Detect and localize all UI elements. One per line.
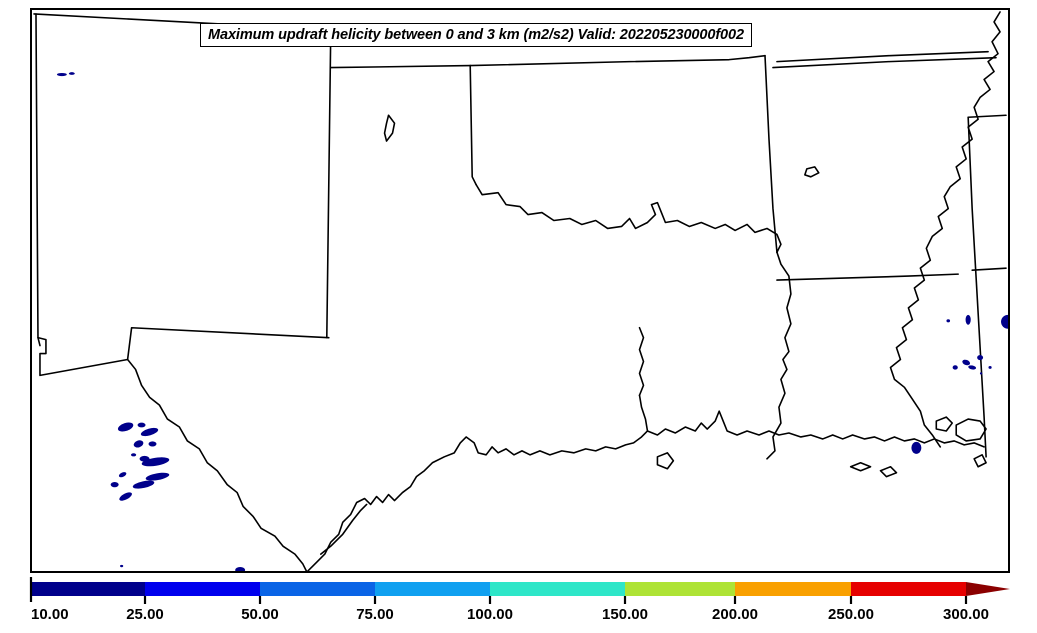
colorbar-label-200: 200.00: [712, 606, 758, 623]
colorbar-label-75: 75.00: [356, 606, 394, 623]
boundary-arkansas-louisiana: [776, 273, 960, 281]
state-boundaries: [33, 11, 1007, 571]
colorbar-band-200-250: [735, 582, 851, 596]
boundary-rio-grande: [126, 358, 308, 571]
coastline-louisiana-delta: [646, 410, 985, 448]
colorbar-label-150: 150.00: [602, 606, 648, 623]
coastline-barrier-isles-1: [849, 461, 872, 472]
feature-arkansas-lake: [804, 166, 820, 178]
map-title-text: Maximum updraft helicity between 0 and 3…: [208, 27, 744, 43]
colorbar-band-25-50: [145, 582, 260, 596]
colorbar-band-75-100: [375, 582, 490, 596]
boundary-mississippi-river: [889, 11, 1001, 448]
colorbar-band-10-25: [30, 582, 145, 596]
boundary-tennessee-mississippi: [967, 114, 1007, 119]
colorbar-extend-arrow: [966, 582, 1010, 596]
colorbar-label-250: 250.00: [828, 606, 874, 623]
colorbar-label-100: 100.00: [467, 606, 513, 623]
boundary-texas-louisiana: [766, 251, 792, 460]
colorbar-label-300: 300.00: [943, 606, 989, 623]
colorbar-bands: [30, 582, 1010, 596]
coastline-lake-maurepas: [935, 416, 954, 432]
colorbar-label-50: 50.00: [241, 606, 279, 623]
coastline-texas-gulf: [306, 394, 649, 571]
boundary-arkansas-north: [772, 56, 997, 69]
boundary-red-river-oklahoma-texas: [475, 183, 782, 254]
boundary-mississippi-alabama: [967, 116, 987, 458]
map-canvas[interactable]: [32, 10, 1008, 571]
boundary-texas-panhandle-east: [469, 64, 477, 186]
boundary-oklahoma-north: [469, 54, 766, 67]
colorbar-label-10: 10.00: [31, 606, 69, 623]
colorbar-tick-labels: 10.00 25.00 50.00 75.00 100.00 150.00 20…: [31, 606, 989, 623]
contour-group-west-texas: [110, 422, 170, 501]
coastline-lake-pontchartrain: [955, 418, 987, 442]
boundary-new-mexico-west: [35, 13, 41, 347]
contour-group-south-louisiana: [911, 441, 922, 454]
colorbar-band-150-200: [625, 582, 735, 596]
colorbar-canvas[interactable]: 10.00 25.00 50.00 75.00 100.00 150.00 20…: [0, 573, 1037, 633]
boundary-arkansas-missouri: [776, 50, 989, 63]
colorbar[interactable]: 10.00 25.00 50.00 75.00 100.00 150.00 20…: [0, 573, 1037, 633]
boundary-mississippi-alabama-north: [971, 267, 1007, 271]
map-panel[interactable]: Maximum updraft helicity between 0 and 3…: [30, 8, 1010, 573]
coastline-padre-island: [320, 503, 368, 555]
updraft-helicity-contours: [56, 72, 1008, 571]
feature-galveston-bay: [656, 452, 675, 470]
colorbar-band-100-150: [490, 582, 625, 596]
contour-group-south-texas: [120, 564, 246, 571]
feature-lake-meredith: [383, 114, 396, 142]
coastline-barrier-isles-2: [879, 465, 898, 478]
colorbar-label-25: 25.00: [126, 606, 164, 623]
colorbar-band-250-300: [851, 582, 966, 596]
contour-group-mississippi-alabama: [946, 314, 1008, 375]
coastline-louisiana: [638, 326, 645, 397]
boundary-new-mexico-texas-east: [325, 29, 332, 339]
boundary-new-mexico-south: [37, 326, 330, 377]
boundary-oklahoma-panhandle-north: [329, 64, 472, 69]
coastline-small-bay-1: [973, 454, 987, 468]
map-title-box: Maximum updraft helicity between 0 and 3…: [200, 23, 752, 47]
contour-group-northeast-new-mexico: [56, 72, 75, 77]
boundary-oklahoma-arkansas: [764, 54, 778, 254]
colorbar-band-50-75: [260, 582, 375, 596]
colorbar-ticks: [29, 577, 968, 604]
